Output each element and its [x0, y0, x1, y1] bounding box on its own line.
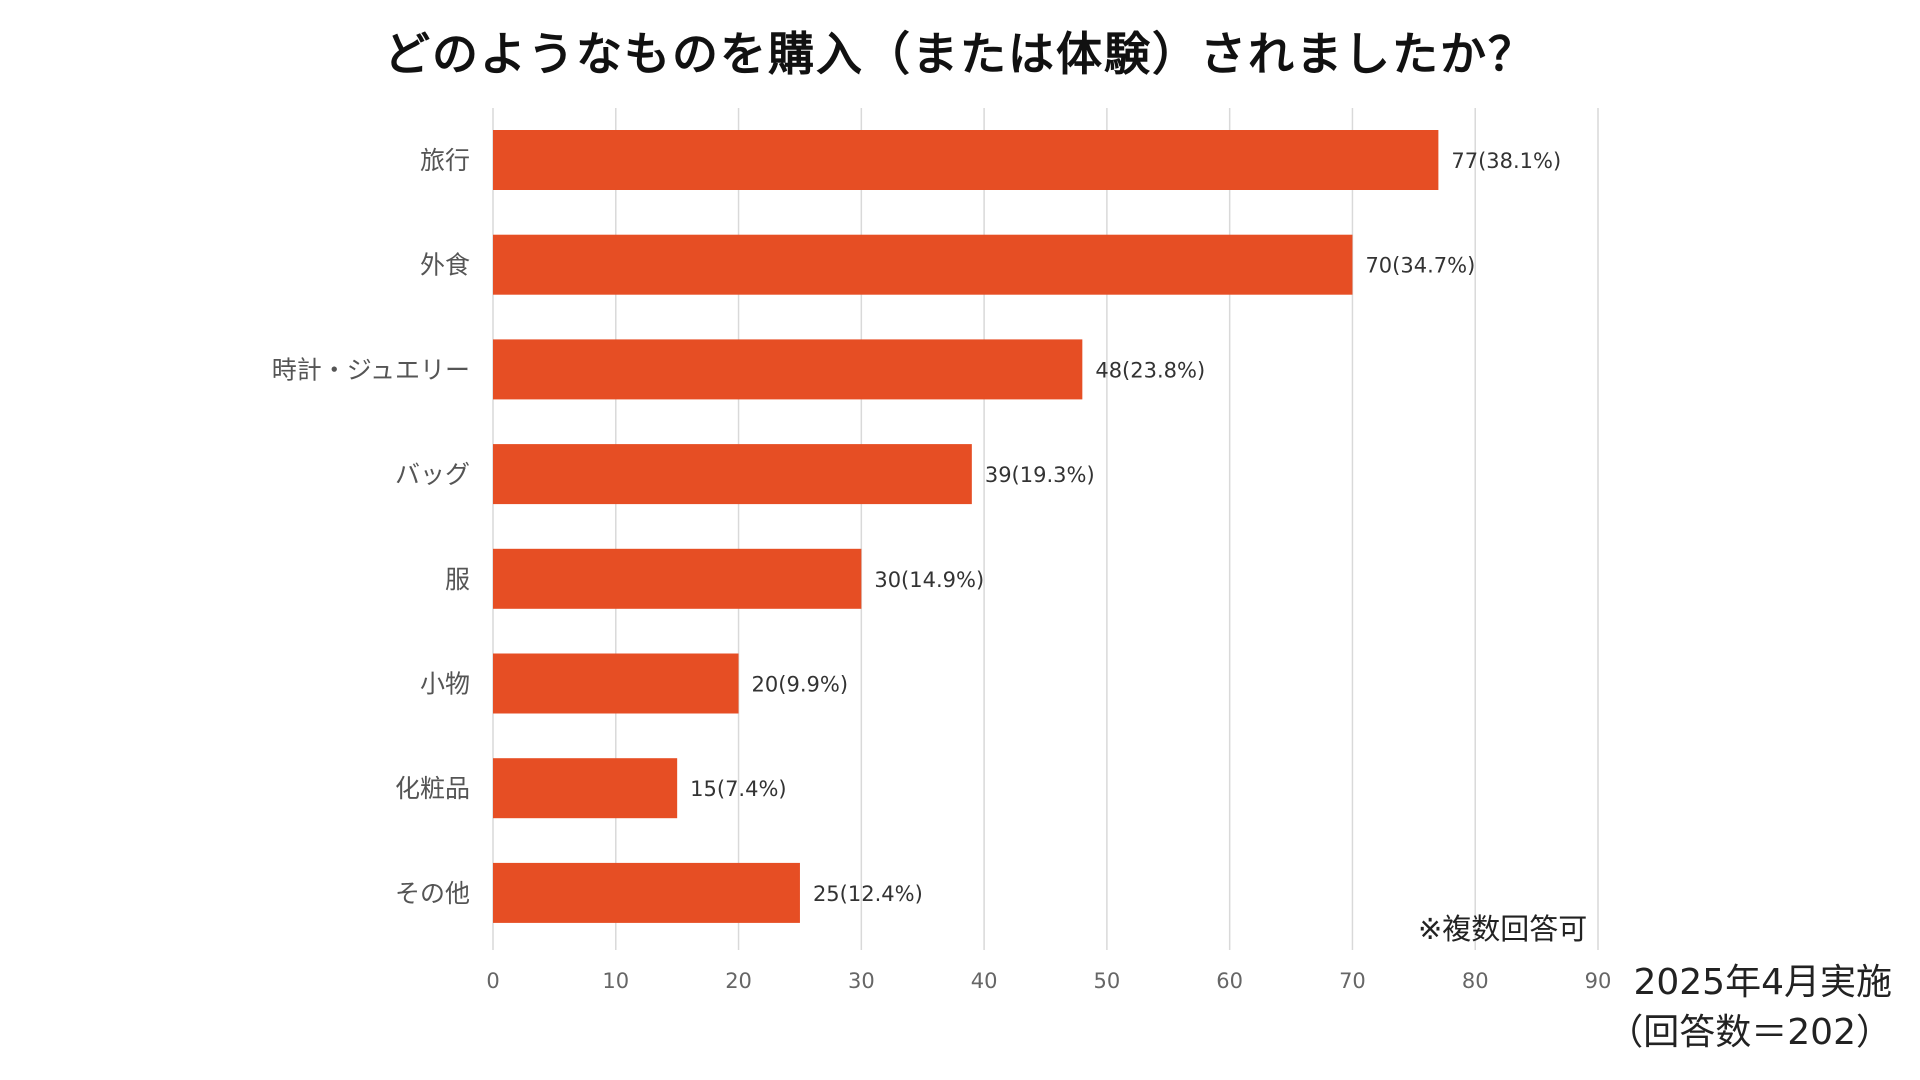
- x-tick-label: 50: [1094, 969, 1121, 993]
- multiple-answer-note: ※複数回答可: [1418, 912, 1588, 946]
- chart-title: どのようなものを購入（または体験）されましたか？: [384, 27, 1536, 81]
- data-label: 20(9.9%): [752, 673, 848, 697]
- data-label: 30(14.9%): [874, 568, 984, 592]
- respondent-count: （回答数＝202）: [1607, 1012, 1892, 1053]
- x-tick-label: 0: [486, 969, 499, 993]
- gridlines: [492, 108, 1599, 950]
- x-tick-label: 60: [1216, 969, 1243, 993]
- data-label: 39(19.3%): [985, 463, 1095, 487]
- category-label: 旅行: [420, 146, 470, 175]
- x-tick-label: 10: [602, 969, 629, 993]
- x-tick-label: 80: [1462, 969, 1489, 993]
- labels: 0 10 20 30 40 50 60 70 80 90 旅行 77(38.1%) 外食 70(34.7%…: [272, 146, 1612, 993]
- category-label: バッグ: [395, 460, 470, 489]
- bar: [493, 758, 678, 819]
- x-tick-label: 70: [1339, 969, 1366, 993]
- data-label: 48(23.8%): [1095, 358, 1205, 382]
- bar: [493, 234, 1353, 295]
- bar: [493, 339, 1083, 400]
- bars: [493, 130, 1439, 923]
- bar: [493, 444, 972, 505]
- bar: [493, 548, 862, 609]
- data-label: 15(7.4%): [690, 777, 786, 801]
- x-tick-label: 20: [725, 969, 752, 993]
- survey-date: 2025年4月実施: [1633, 962, 1892, 1003]
- category-label: 時計・ジュエリー: [272, 355, 470, 384]
- category-label: 化粧品: [395, 774, 470, 803]
- data-label: 77(38.1%): [1451, 149, 1561, 173]
- bar: [493, 653, 739, 714]
- data-label: 25(12.4%): [813, 882, 923, 906]
- category-label: 外食: [420, 251, 470, 280]
- x-tick-label: 30: [848, 969, 875, 993]
- category-label: 小物: [420, 670, 470, 699]
- x-tick-label: 90: [1585, 969, 1612, 993]
- data-label: 70(34.7%): [1365, 254, 1475, 278]
- category-label: 服: [445, 565, 470, 594]
- category-label: その他: [395, 879, 470, 908]
- bar: [493, 862, 800, 923]
- bar: [493, 130, 1439, 190]
- x-tick-label: 40: [971, 969, 998, 993]
